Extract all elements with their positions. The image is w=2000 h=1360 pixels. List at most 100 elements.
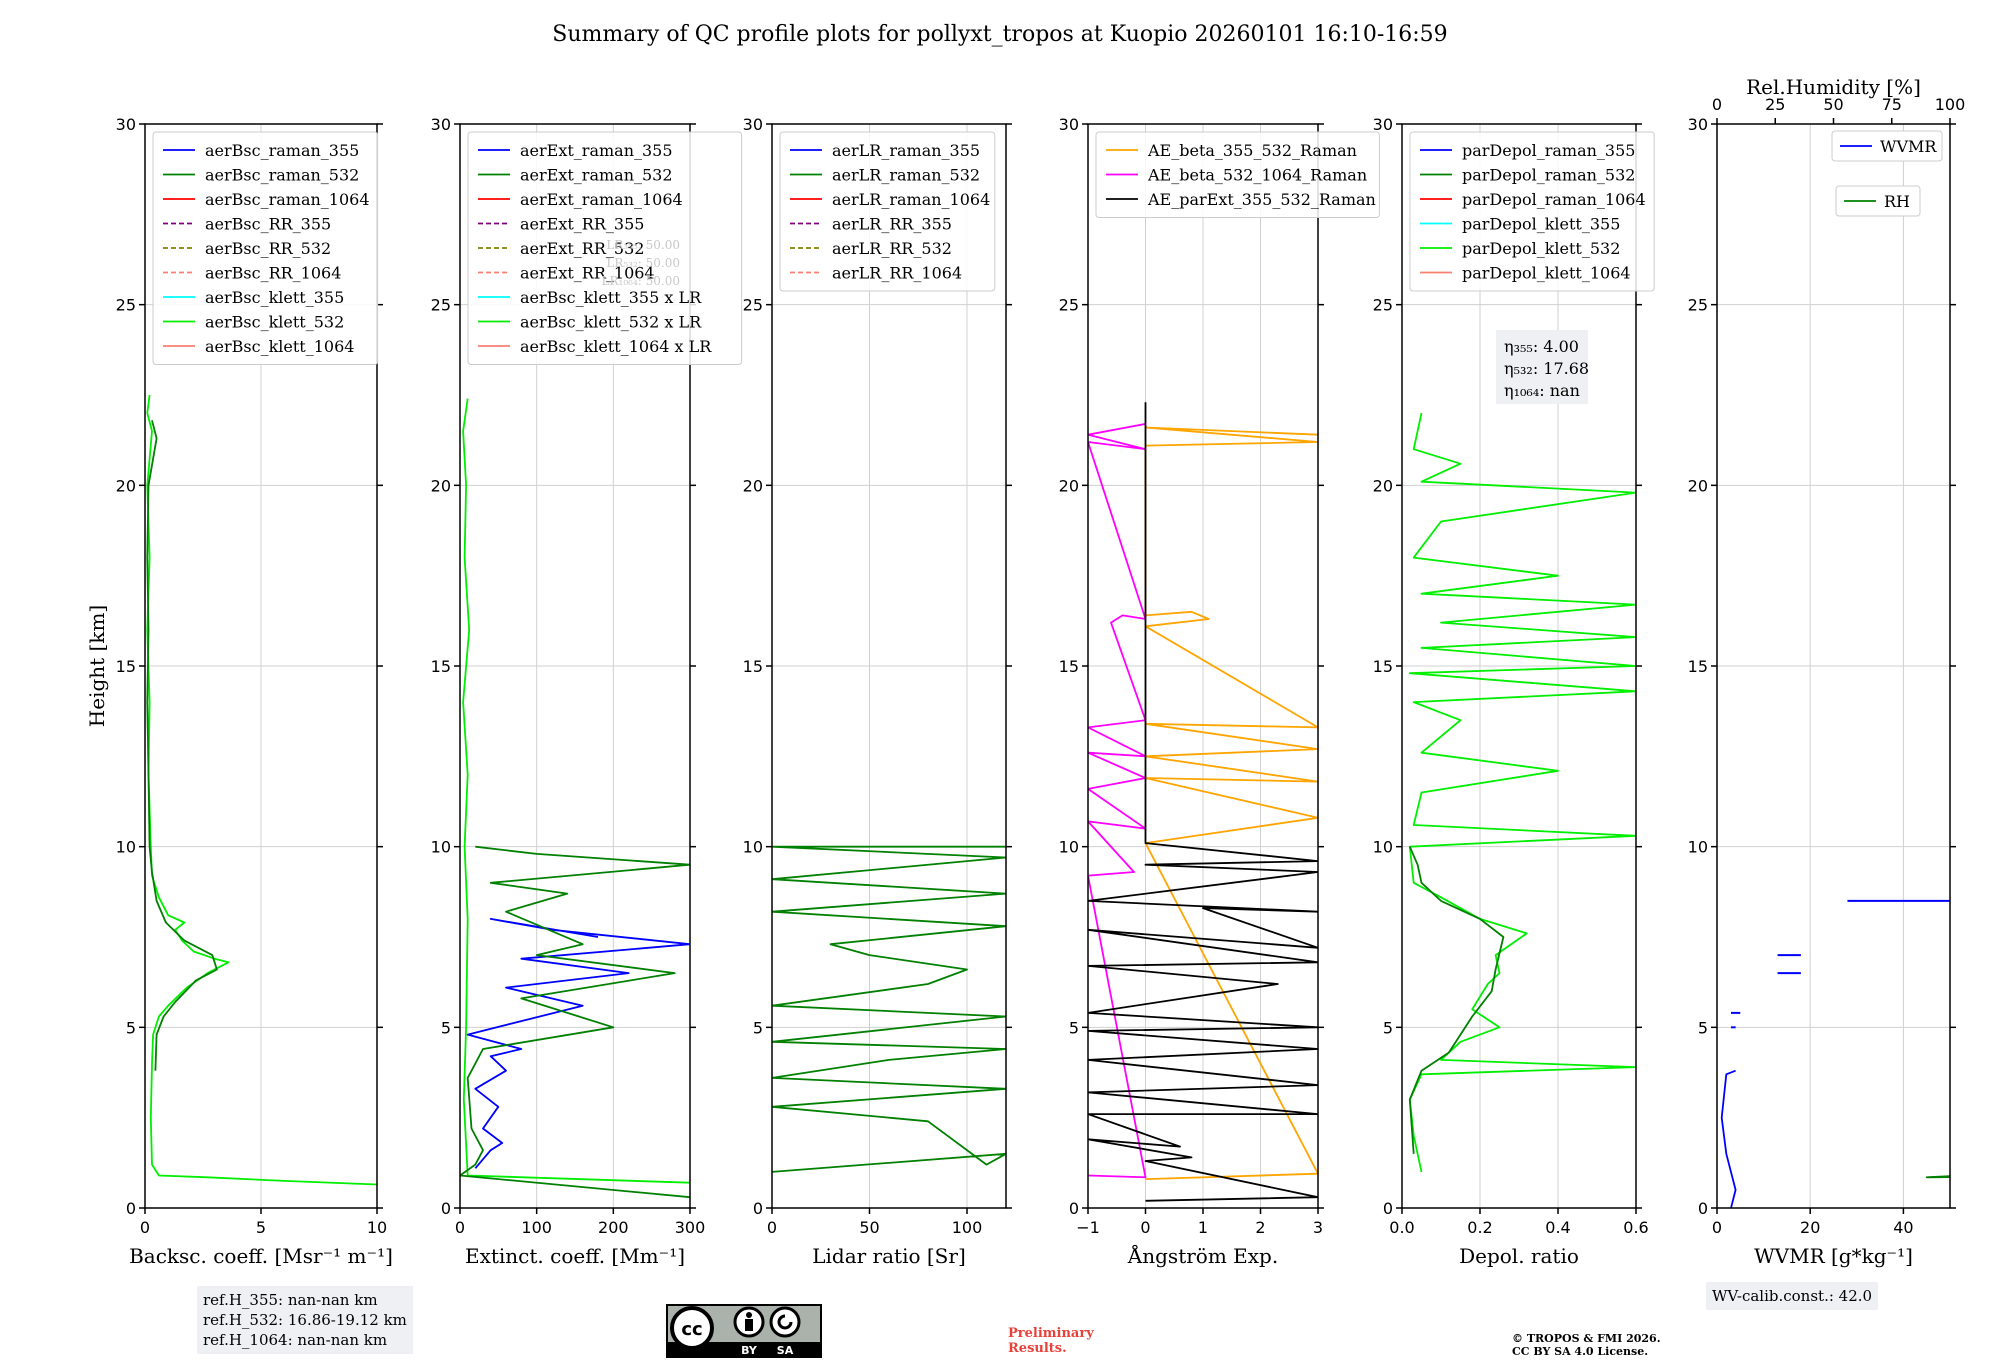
preliminary-line-2: Results. <box>1008 1341 1067 1356</box>
legend-label: aerBsc_RR_355 <box>205 215 331 234</box>
x-axis-label: WVMR [g*kg⁻¹] <box>1754 1244 1913 1268</box>
wv-calib-box: WV-calib.const.: 42.0 <box>1706 1282 1879 1310</box>
y-tick-label: 0 <box>441 1199 451 1218</box>
y-axis-label: Height [km] <box>85 605 109 727</box>
legend-label: parDepol_raman_1064 <box>1462 190 1646 209</box>
eta-label: η₅₃₂: 17.68 <box>1504 359 1589 378</box>
legend-label: AE_beta_355_532_Raman <box>1147 141 1357 160</box>
y-tick-label: 30 <box>1688 115 1708 134</box>
eta-box <box>1496 330 1588 404</box>
legend-label: aerBsc_raman_1064 <box>205 190 370 209</box>
y-tick-label: 30 <box>431 115 451 134</box>
x-tick-label: 0.4 <box>1545 1218 1570 1237</box>
y-tick-label: 10 <box>1373 838 1393 857</box>
x-tick-label: 3 <box>1313 1218 1323 1237</box>
x-tick-label: 50 <box>859 1218 879 1237</box>
top-x-tick-label: 25 <box>1765 95 1785 114</box>
y-tick-label: 30 <box>116 115 136 134</box>
legend-label: aerLR_RR_532 <box>832 239 952 258</box>
y-tick-label: 20 <box>431 476 451 495</box>
series-line-RH <box>1925 1175 1950 1179</box>
legend-label: aerLR_raman_532 <box>832 166 980 185</box>
series-line-AE_beta_355_532_Raman <box>1144 426 1318 1180</box>
legend-label: aerBsc_klett_1064 x LR <box>520 337 712 356</box>
cc-icon <box>670 1306 714 1350</box>
legend-label: aerExt_raman_1064 <box>520 190 683 209</box>
top-x-tick-label: 0 <box>1712 95 1722 114</box>
plot-area <box>1408 412 1636 1173</box>
x-tick-label: 40 <box>1893 1218 1913 1237</box>
y-tick-label: 20 <box>1688 476 1708 495</box>
y-tick-label: 0 <box>1069 1199 1079 1218</box>
x-tick-label: 1 <box>1198 1218 1208 1237</box>
y-tick-label: 25 <box>743 296 763 315</box>
legend-label: aerBsc_klett_532 x LR <box>520 313 702 332</box>
x-tick-label: 0.2 <box>1467 1218 1492 1237</box>
legend-label: WVMR <box>1880 137 1937 156</box>
legend-label: aerLR_RR_355 <box>832 215 952 234</box>
legend-box <box>152 131 379 365</box>
y-tick-label: 25 <box>1688 296 1708 315</box>
legend-label: aerExt_RR_1064 <box>520 264 655 283</box>
y-tick-label: 5 <box>126 1018 136 1037</box>
y-tick-label: 10 <box>431 838 451 857</box>
lr-note: LR₃₅₅: 50.00 <box>606 238 680 252</box>
series-line-aerExt_raman_355 <box>466 918 690 1169</box>
x-axis-label: Depol. ratio <box>1459 1244 1579 1268</box>
y-tick-label: 15 <box>743 657 763 676</box>
preliminary-line-1: Preliminary <box>1008 1326 1094 1341</box>
ref-height-355: ref.H_355: nan-nan km <box>203 1291 378 1309</box>
legend-box <box>1831 130 1943 162</box>
legend-box <box>467 131 743 365</box>
legend-label: aerBsc_RR_532 <box>205 239 331 258</box>
legend-label: parDepol_klett_532 <box>1462 239 1620 258</box>
legend-label: aerBsc_RR_1064 <box>205 264 341 283</box>
eta-label: η₁₀₆₄: nan <box>1504 381 1580 400</box>
y-tick-label: 25 <box>116 296 136 315</box>
y-tick-label: 10 <box>1059 838 1079 857</box>
series-line-WVMR <box>1720 1069 1737 1208</box>
y-tick-label: 5 <box>1698 1018 1708 1037</box>
legend-label: parDepol_klett_1064 <box>1462 264 1631 283</box>
eta-label: η₃₅₅: 4.00 <box>1504 337 1579 356</box>
y-tick-label: 10 <box>1688 838 1708 857</box>
panel-lidar_ratio: 0 5 10 15 20 25 30 0 50 100 Lidar ratio [Sr] aerLR_… <box>743 115 1012 1268</box>
x-tick-label: 5 <box>256 1218 266 1237</box>
top-x-tick-label: 75 <box>1882 95 1902 114</box>
top-x-tick-label: 50 <box>1823 95 1843 114</box>
y-tick-label: 0 <box>1698 1199 1708 1218</box>
plot-area <box>1088 402 1318 1202</box>
plot-area <box>460 398 690 1199</box>
plot-area <box>1720 899 1950 1208</box>
x-axis-label: Extinct. coeff. [Mm⁻¹] <box>465 1244 685 1268</box>
x-tick-label: 20 <box>1800 1218 1820 1237</box>
x-axis-label: Ångström Exp. <box>1127 1243 1278 1268</box>
series-line-AE_beta_532_1064_Raman <box>1088 423 1147 1179</box>
y-tick-label: 20 <box>1059 476 1079 495</box>
plot-area <box>772 845 1006 1173</box>
x-tick-label: 0 <box>1140 1218 1150 1237</box>
x-axis-label: Lidar ratio [Sr] <box>812 1244 966 1268</box>
x-tick-label: 0 <box>767 1218 777 1237</box>
figure-title: Summary of QC profile plots for pollyxt_… <box>552 22 1448 47</box>
legend-label: aerBsc_raman_532 <box>205 166 359 185</box>
x-tick-label: 200 <box>598 1218 629 1237</box>
series-line-aerLR_raman_532 <box>772 845 1006 1173</box>
y-tick-label: 15 <box>1059 657 1079 676</box>
x-tick-label: 0.0 <box>1389 1218 1414 1237</box>
x-tick-label: 10 <box>367 1218 387 1237</box>
cc-license-badge: cc BY SA <box>666 1304 822 1358</box>
series-line-aerBsc_raman_532 <box>146 420 218 1071</box>
legend-label: aerBsc_klett_355 x LR <box>520 288 702 307</box>
series-line-parDepol_raman_532 <box>1408 846 1505 1154</box>
y-tick-label: 0 <box>126 1199 136 1218</box>
y-tick-label: 25 <box>431 296 451 315</box>
y-tick-label: 25 <box>1059 296 1079 315</box>
legend-label: aerBsc_klett_355 <box>205 288 344 307</box>
plot-area <box>146 394 377 1186</box>
legend-label: aerBsc_klett_532 <box>205 313 344 332</box>
x-tick-label: 0 <box>1712 1218 1722 1237</box>
